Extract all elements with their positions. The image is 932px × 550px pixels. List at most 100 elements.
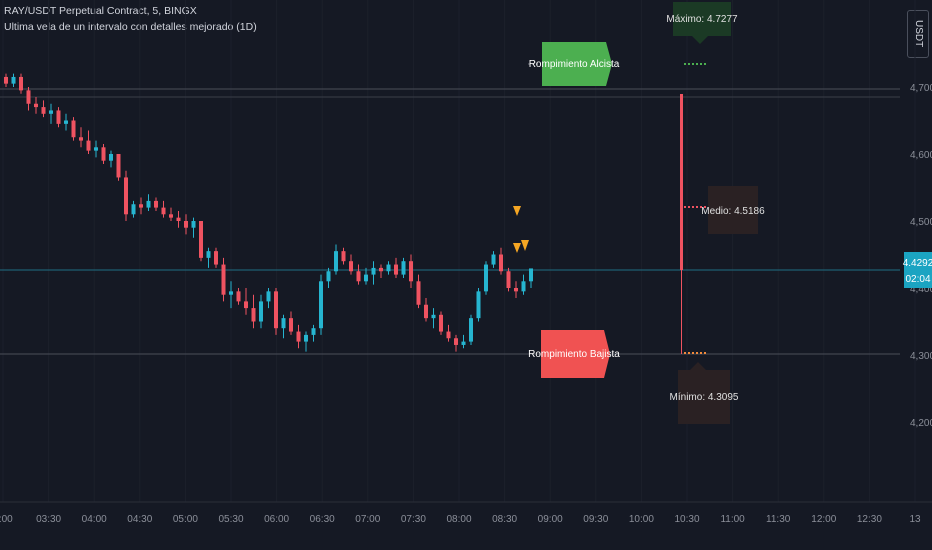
candle-body xyxy=(176,217,181,221)
candle-body xyxy=(529,268,533,282)
candle-body xyxy=(506,271,511,288)
candle-body xyxy=(199,221,203,258)
candle-body xyxy=(394,264,398,275)
candle-body xyxy=(364,274,368,282)
bear-break-text: Rompimiento Bajista xyxy=(528,349,620,360)
y-tick-label: 4,6000 xyxy=(910,150,932,161)
x-tick-label: 06:30 xyxy=(310,514,335,525)
bear-break-label: Rompimiento Bajista xyxy=(528,330,620,378)
x-tick-label: 12:00 xyxy=(811,514,836,525)
candle-body xyxy=(101,147,106,161)
candle-body xyxy=(221,264,226,295)
symbol-title[interactable]: RAY/USDT Perpetual Contract, 5, BINGX xyxy=(4,5,197,17)
y-tick-label: 4,5000 xyxy=(910,217,932,228)
y-tick-label: 4,7000 xyxy=(910,83,932,94)
x-tick-label: 04:00 xyxy=(82,514,107,525)
candle-body xyxy=(326,271,331,282)
current-price-badge: 4.4292 02:04 xyxy=(903,252,932,288)
candle-body xyxy=(334,251,338,272)
candle-body xyxy=(49,110,53,114)
x-tick-label: 08:30 xyxy=(492,514,517,525)
candle-body xyxy=(64,120,68,124)
indicator-title[interactable]: Ultima vela de un intervalo con detalles… xyxy=(4,21,257,33)
bull-break-label: Rompimiento Alcista xyxy=(529,42,620,86)
candle-body xyxy=(454,338,458,345)
chart-header: RAY/USDT Perpetual Contract, 5, BINGX Ul… xyxy=(4,3,257,35)
x-tick-label: 12:30 xyxy=(857,514,882,525)
candle-body xyxy=(356,271,361,282)
candle-body xyxy=(424,304,428,319)
candle-body xyxy=(304,334,308,342)
candle-body xyxy=(416,281,421,305)
x-tick-label: 13 xyxy=(909,514,921,525)
candle-body xyxy=(79,137,83,141)
candle-body xyxy=(521,281,526,292)
daily-candle-body xyxy=(680,94,683,270)
candle-body xyxy=(341,251,346,262)
y-tick-label: 4,3000 xyxy=(910,351,932,362)
candle-body xyxy=(41,107,46,114)
candle-body xyxy=(379,267,383,272)
candle-body xyxy=(296,331,301,342)
candle-body xyxy=(266,291,271,302)
candle-body xyxy=(184,221,188,228)
x-tick-label: 03:30 xyxy=(36,514,61,525)
candle-body xyxy=(371,267,376,275)
x-tick-label: 07:30 xyxy=(401,514,426,525)
candle-body xyxy=(214,251,218,265)
arrow-down-icon xyxy=(513,206,521,216)
candle-body xyxy=(71,120,76,138)
candle-body xyxy=(259,301,263,322)
candle-body xyxy=(139,204,143,208)
candle-body xyxy=(86,140,91,151)
candle-body xyxy=(236,291,241,302)
candle-body xyxy=(446,331,451,339)
candle-body xyxy=(461,341,466,345)
x-tick-label: 11:30 xyxy=(766,514,791,525)
candle-body xyxy=(349,261,353,272)
candle-body xyxy=(146,200,151,208)
candle-body xyxy=(401,261,406,275)
candle-body xyxy=(439,314,443,332)
x-tick-label: 10:00 xyxy=(629,514,654,525)
grid xyxy=(2,0,916,502)
candle-body xyxy=(491,254,496,265)
x-tick-label: 09:00 xyxy=(538,514,563,525)
candle-body xyxy=(251,308,256,322)
max-label: Máximo: 4.7277 xyxy=(666,2,738,44)
candle-body xyxy=(476,291,481,319)
candle-body xyxy=(469,318,473,342)
min-label: Mínimo: 4.3095 xyxy=(670,362,739,424)
x-tick-label: 08:00 xyxy=(446,514,471,525)
candle-body xyxy=(514,288,518,292)
candle-body xyxy=(281,318,286,329)
candle-body xyxy=(274,291,278,329)
x-tick-label: 06:00 xyxy=(264,514,289,525)
mid-label-text: Medio: 4.5186 xyxy=(701,206,765,217)
candle-body xyxy=(56,110,61,124)
x-tick-label: 11:00 xyxy=(720,514,745,525)
candle-body xyxy=(169,214,173,218)
candle-body xyxy=(116,154,121,178)
candle-body xyxy=(11,76,16,84)
candle-body xyxy=(311,328,316,335)
candle-body xyxy=(409,261,413,282)
currency-button[interactable]: USDT xyxy=(907,10,929,58)
time-axis[interactable]: 3:00 03:30 04:00 04:30 05:00 05:30 06:00 06:30 0… xyxy=(0,514,921,525)
x-tick-label: 07:00 xyxy=(355,514,380,525)
arrow-down-icon xyxy=(513,243,521,253)
price-badge-countdown: 02:04 xyxy=(905,274,930,285)
x-tick-label: 05:00 xyxy=(173,514,198,525)
candles-group xyxy=(4,73,533,352)
x-tick-label: 05:30 xyxy=(218,514,243,525)
candle-body xyxy=(431,314,436,319)
x-tick-label: 09:30 xyxy=(583,514,608,525)
arrow-down-icon xyxy=(521,240,529,251)
candle-body xyxy=(19,76,23,91)
mid-label: Medio: 4.5186 xyxy=(701,186,765,234)
candle-body xyxy=(206,251,211,258)
x-tick-label: 3:00 xyxy=(0,514,13,525)
